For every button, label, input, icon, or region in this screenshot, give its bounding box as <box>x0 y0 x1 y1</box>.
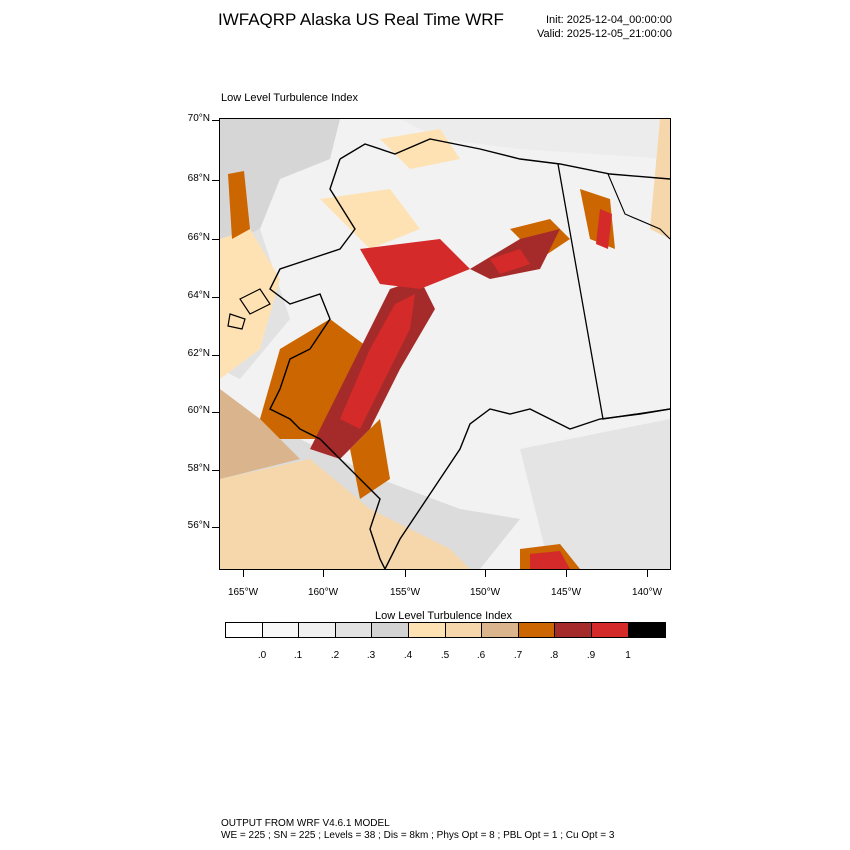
lon-tick <box>647 570 648 577</box>
red-core-central <box>360 239 470 289</box>
legend-swatch <box>335 623 373 637</box>
legend-label: 1 <box>625 650 631 661</box>
north-coastline <box>339 138 670 180</box>
lon-tick <box>243 570 244 577</box>
lon-label-145: 145°W <box>550 587 582 598</box>
canada-border <box>557 163 670 420</box>
lon-label-165: 165°W <box>227 587 259 598</box>
legend-label: .1 <box>293 650 303 661</box>
island-outline-2 <box>227 313 246 330</box>
lat-tick <box>212 180 219 181</box>
model-info: OUTPUT FROM WRF V4.6.1 MODEL WE = 225 ; … <box>221 818 614 842</box>
lon-tick <box>323 570 324 577</box>
legend-swatch <box>226 623 263 637</box>
peach-zone-s <box>220 459 470 569</box>
lat-tick <box>212 527 219 528</box>
lon-tick <box>566 570 567 577</box>
lat-label-56: 56°N <box>187 520 210 531</box>
lat-label-68: 68°N <box>187 173 210 184</box>
lon-label-155: 155°W <box>389 587 421 598</box>
legend-label: .4 <box>403 650 413 661</box>
valid-time: Valid: 2025-12-05_21:00:00 <box>537 28 672 40</box>
lat-tick <box>212 239 219 240</box>
peach-zone-interior <box>320 189 420 249</box>
model-info-line1: OUTPUT FROM WRF V4.6.1 MODEL <box>221 818 390 829</box>
lat-label-70: 70°N <box>187 113 210 124</box>
peach-zone-ne <box>650 119 670 239</box>
legend-swatch <box>482 623 519 637</box>
island-outline <box>239 288 271 315</box>
lat-tick <box>212 412 219 413</box>
legend-swatch <box>408 623 446 637</box>
ocean-grey-se <box>520 419 670 569</box>
legend-label: .2 <box>330 650 340 661</box>
map-panel <box>219 118 671 570</box>
legend-label: .3 <box>366 650 376 661</box>
yukon-nwt-border <box>607 173 670 240</box>
legend-swatch <box>628 623 666 637</box>
orange-zone-chukchi <box>228 171 250 239</box>
legend-label: .0 <box>257 650 267 661</box>
red-core-east <box>490 249 530 274</box>
init-time: Init: 2025-12-04_00:00:00 <box>546 14 672 26</box>
lat-label-62: 62°N <box>187 348 210 359</box>
red-core-sw <box>340 294 415 429</box>
legend-label: .9 <box>586 650 596 661</box>
legend-swatch <box>372 623 409 637</box>
run-time-info: Init: 2025-12-04_00:00:00 Valid: 2025-12… <box>537 13 672 41</box>
west-coastline <box>269 158 386 569</box>
lon-tick <box>485 570 486 577</box>
lat-label-66: 66°N <box>187 232 210 243</box>
peach-zone-north-slope <box>380 129 460 169</box>
lon-tick <box>405 570 406 577</box>
legend-label: .6 <box>476 650 486 661</box>
legend-swatch <box>518 623 556 637</box>
field-title: Low Level Turbulence Index <box>221 92 358 104</box>
legend-colorbar <box>225 622 667 638</box>
lat-tick <box>212 355 219 356</box>
legend-label: .7 <box>513 650 523 661</box>
south-coastline <box>384 408 670 569</box>
arctic-grey <box>400 119 670 159</box>
red-core-yukon <box>596 209 612 249</box>
red-core-gulf <box>530 551 570 569</box>
turbulence-map <box>220 119 670 569</box>
legend-label: .5 <box>440 650 450 661</box>
tan-zone-sw <box>220 389 300 479</box>
legend-swatch <box>262 623 300 637</box>
lon-label-160: 160°W <box>307 587 339 598</box>
lat-tick <box>212 470 219 471</box>
page-title: IWFAQRP Alaska US Real Time WRF <box>218 10 504 29</box>
lat-label-60: 60°N <box>187 405 210 416</box>
legend-title: Low Level Turbulence Index <box>375 610 512 622</box>
legend-swatch <box>445 623 483 637</box>
legend-swatch <box>299 623 336 637</box>
lon-label-150: 150°W <box>469 587 501 598</box>
lon-label-140: 140°W <box>631 587 663 598</box>
lat-tick <box>212 297 219 298</box>
legend-swatch <box>591 623 629 637</box>
peach-zone-w <box>220 229 280 379</box>
lat-tick <box>212 120 219 121</box>
ocean-grey-nw <box>220 119 340 249</box>
lat-label-58: 58°N <box>187 463 210 474</box>
lat-label-64: 64°N <box>187 290 210 301</box>
model-info-line2: WE = 225 ; SN = 225 ; Levels = 38 ; Dis … <box>221 830 615 841</box>
legend-label: .8 <box>549 650 559 661</box>
legend-swatch <box>555 623 592 637</box>
